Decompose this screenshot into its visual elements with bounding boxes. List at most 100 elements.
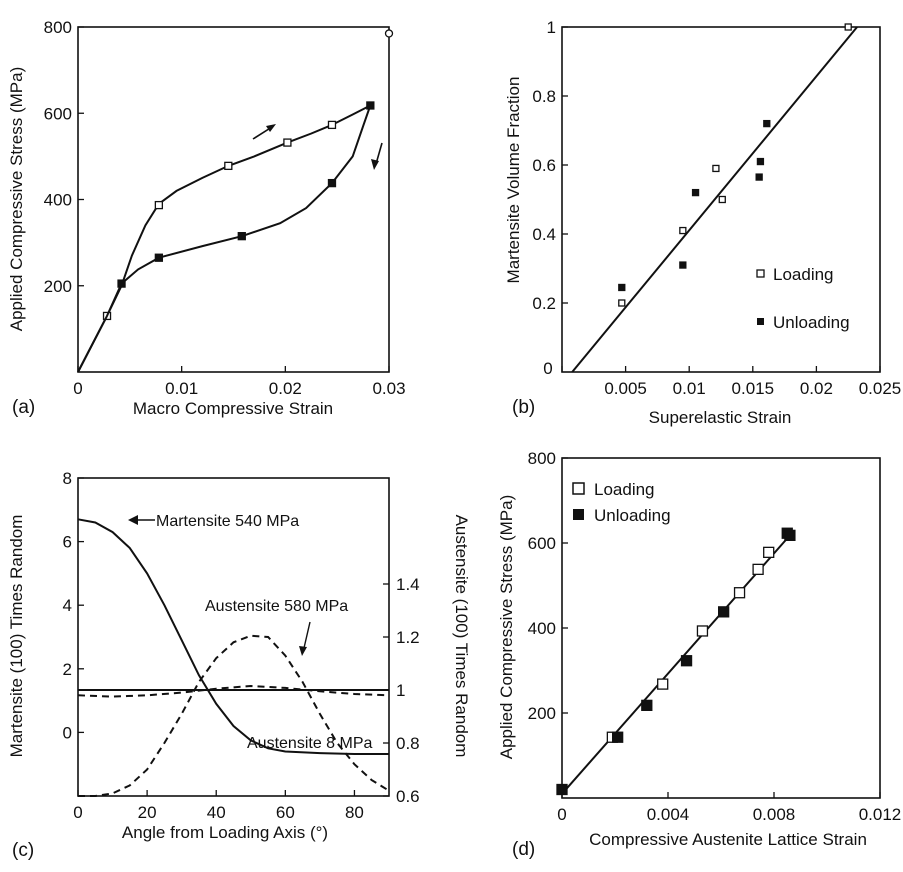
- y-tick-label: 200: [528, 704, 556, 723]
- legend-open-square-icon: [572, 482, 585, 495]
- x-tick-label: 0.01: [165, 379, 198, 398]
- austensite-arrow-icon: [299, 621, 311, 656]
- x-tick-label: 80: [345, 803, 364, 822]
- data-point: [763, 119, 771, 128]
- data-point: [641, 699, 653, 711]
- y2-tick-label: 1: [396, 681, 405, 700]
- panel-c-series: [77, 518, 390, 797]
- data-point: [755, 173, 763, 181]
- data-point: [657, 678, 669, 690]
- y-tick-label: 600: [44, 104, 72, 123]
- legend-open-square-icon: [756, 269, 765, 278]
- panel-a-label: (a): [12, 397, 35, 418]
- series-line-1: [78, 634, 390, 797]
- x-tick-label: 0.015: [732, 379, 775, 398]
- x-tick-label: 0.004: [647, 805, 690, 824]
- unloading-arrow-icon: [371, 142, 383, 170]
- x-tick-label: 0.02: [800, 379, 833, 398]
- data-point: [224, 161, 233, 171]
- y2-tick-label: 0.6: [396, 787, 420, 806]
- panel-c-ticks: 0 20 40 60 80 0 2 4 6 8 0.6 0.8 1 1.2 1.4: [63, 469, 420, 822]
- x-tick-label: 0.025: [859, 379, 902, 398]
- panel-d-legend: Loading Unloading: [572, 480, 671, 525]
- data-point: [718, 195, 726, 204]
- panel-b-series: [618, 23, 852, 307]
- legend-filled-square-icon: [573, 509, 584, 520]
- panel-c-y2label: Austensite (100) Times Random: [452, 515, 471, 758]
- panel-a-frame: [77, 26, 390, 373]
- panel-c-label: (c): [12, 840, 34, 861]
- y-tick-label: 600: [528, 534, 556, 553]
- y-tick-label: 800: [528, 449, 556, 468]
- data-point: [733, 587, 746, 599]
- data-point: [237, 232, 246, 241]
- y-tick-label: 400: [528, 619, 556, 638]
- panel-d: 0 0.004 0.008 0.012 200 400 600 800 Loading Unl…: [497, 449, 901, 860]
- x-tick-label: 0.008: [753, 805, 796, 824]
- data-point: [691, 188, 700, 197]
- x-tick-label: 0: [73, 379, 82, 398]
- panel-d-legend-unloading: Unloading: [594, 506, 671, 525]
- data-point: [696, 625, 709, 637]
- panel-b-fit-line: [571, 26, 858, 373]
- series-line-1: [77, 105, 372, 373]
- panel-a-xlabel: Macro Compressive Strain: [133, 399, 333, 418]
- data-point: [752, 563, 764, 575]
- panel-b-xlabel: Superelastic Strain: [649, 408, 792, 427]
- panel-c-ylabel: Martensite (100) Times Random: [7, 515, 26, 758]
- panel-b-legend-unloading: Unloading: [773, 313, 850, 332]
- y-tick-label: 0: [63, 723, 72, 742]
- panel-d-ylabel: Applied Compressive Stress (MPa): [497, 495, 516, 760]
- data-point: [618, 283, 626, 292]
- panel-a: 0 0.01 0.02 0.03 200 400 600 800 Macro Compress…: [7, 18, 406, 418]
- panel-b-ticks: 0.005 0.01 0.015 0.02 0.025 0.2 0.4 0.6 0.8 1 0: [532, 18, 901, 398]
- y-tick-label: 4: [63, 596, 72, 615]
- data-point: [763, 546, 775, 558]
- panel-a-series: [77, 29, 394, 373]
- panel-b-frame: [561, 26, 881, 373]
- panel-d-xlabel: Compressive Austenite Lattice Strain: [589, 830, 867, 849]
- data-point: [154, 200, 164, 210]
- y-tick-label: 2: [63, 660, 72, 679]
- panel-d-legend-loading: Loading: [594, 480, 655, 499]
- series-line-0: [77, 518, 389, 755]
- x-tick-label: 40: [207, 803, 226, 822]
- panel-b-ylabel: Martensite Volume Fraction: [504, 77, 523, 284]
- panel-d-label: (d): [512, 839, 535, 860]
- data-point: [384, 29, 394, 38]
- panel-d-series: [556, 527, 796, 796]
- y2-tick-label: 1.2: [396, 628, 420, 647]
- x-tick-label: 0: [73, 803, 82, 822]
- legend-filled-square-icon: [757, 318, 764, 325]
- data-point: [117, 279, 126, 288]
- origin-tick-label: 0: [543, 359, 552, 378]
- y2-tick-label: 1.4: [396, 575, 420, 594]
- data-point: [612, 731, 624, 743]
- series-line-0: [77, 104, 371, 373]
- data-point: [784, 529, 796, 541]
- y-tick-label: 0.4: [532, 225, 556, 244]
- x-tick-label: 60: [276, 803, 295, 822]
- x-tick-label: 0.01: [673, 379, 706, 398]
- x-tick-label: 20: [138, 803, 157, 822]
- y2-tick-label: 0.8: [396, 734, 420, 753]
- data-point: [718, 606, 730, 618]
- panel-c-xlabel: Angle from Loading Axis (°): [122, 823, 328, 842]
- panel-b-legend: Loading Unloading: [756, 265, 850, 332]
- y-tick-label: 6: [63, 533, 72, 552]
- martensite-arrow-icon: [128, 515, 155, 525]
- series-line-2: [77, 684, 390, 698]
- y-tick-label: 8: [63, 469, 72, 488]
- data-point: [327, 120, 337, 130]
- y-tick-label: 200: [44, 277, 72, 296]
- data-point: [618, 299, 626, 307]
- data-point: [680, 655, 693, 667]
- y-tick-label: 0.6: [532, 156, 556, 175]
- y-tick-label: 800: [44, 18, 72, 37]
- x-tick-label: 0.005: [604, 379, 647, 398]
- panel-d-ticks: 0 0.004 0.008 0.012 200 400 600 800: [528, 449, 902, 824]
- fit-line: [561, 531, 794, 795]
- panel-c: 0 20 40 60 80 0 2 4 6 8 0.6 0.8 1 1.2 1.4 Martensite 5…: [7, 469, 471, 861]
- fit-line: [571, 26, 858, 373]
- panel-c-annotation-austensite-8: Austensite 8 MPa: [247, 735, 373, 752]
